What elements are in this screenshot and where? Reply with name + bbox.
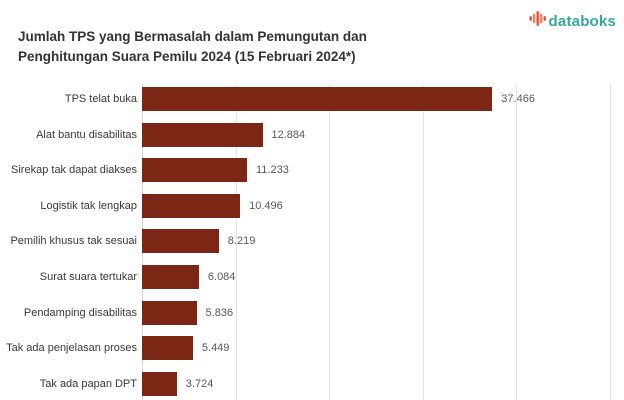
category-label: Tak ada papan DPT	[39, 378, 137, 390]
value-label: 6.084	[207, 271, 236, 283]
databoks-logo-text: databoks	[548, 12, 616, 30]
databoks-pulse-icon	[529, 9, 546, 33]
value-label: 3.724	[185, 378, 214, 390]
bar	[142, 87, 493, 111]
bar	[142, 123, 263, 147]
bar	[142, 336, 193, 360]
bar-row: Logistik tak lengkap 10.496	[0, 194, 624, 218]
bar	[142, 372, 177, 396]
bar	[142, 229, 219, 253]
value-label: 5.449	[201, 342, 230, 354]
category-label: Logistik tak lengkap	[40, 200, 137, 212]
category-label: Pemilih khusus tak sesuai	[10, 235, 137, 247]
category-label: Sirekap tak dapat diakses	[11, 164, 137, 176]
value-label: 10.496	[249, 200, 283, 212]
databoks-logo[interactable]: databoks	[529, 9, 616, 33]
bar-row: TPS telat buka 37.466	[0, 87, 624, 111]
bar	[142, 301, 197, 325]
value-label: 11.233	[256, 164, 289, 176]
category-label: TPS telat buka	[64, 93, 137, 105]
value-label: 5.836	[205, 307, 234, 319]
category-label: Surat suara tertukar	[39, 271, 137, 283]
gridline-10000	[235, 84, 237, 400]
chart-title: Jumlah TPS yang Bermasalah dalam Pemungu…	[18, 27, 367, 67]
bar	[142, 194, 241, 218]
gridline-20000	[329, 84, 330, 400]
bar-row: Tak ada papan DPT 3.724	[0, 372, 624, 396]
bar-row: Alat bantu disabilitas 12.884	[0, 123, 624, 147]
bar	[142, 265, 199, 289]
category-label: Tak ada penjelasan proses	[6, 342, 137, 354]
value-label: 8.219	[227, 235, 256, 247]
value-label: 37.466	[501, 93, 535, 105]
category-label: Pendamping disabilitas	[23, 307, 137, 319]
value-label: 12.884	[271, 129, 306, 141]
bar-row: Tak ada penjelasan proses 5.449	[0, 336, 624, 360]
bar-row: Pendamping disabilitas 5.836	[0, 301, 624, 325]
bar-row: Pemilih khusus tak sesuai 8.219	[0, 229, 624, 253]
gridline-50000	[609, 84, 611, 400]
category-label: Alat bantu disabilitas	[36, 129, 137, 141]
chart-title-line2: Penghitungan Suara Pemilu 2024 (15 Febru…	[18, 49, 356, 64]
gridline-40000	[516, 84, 517, 400]
chart-title-line1: Jumlah TPS yang Bermasalah dalam Pemungu…	[18, 29, 367, 44]
bar-row: Surat suara tertukar 6.084	[0, 265, 624, 289]
bar	[142, 158, 247, 182]
gridline-30000	[422, 84, 424, 400]
bar-row: Sirekap tak dapat diakses 11.233	[0, 158, 624, 182]
